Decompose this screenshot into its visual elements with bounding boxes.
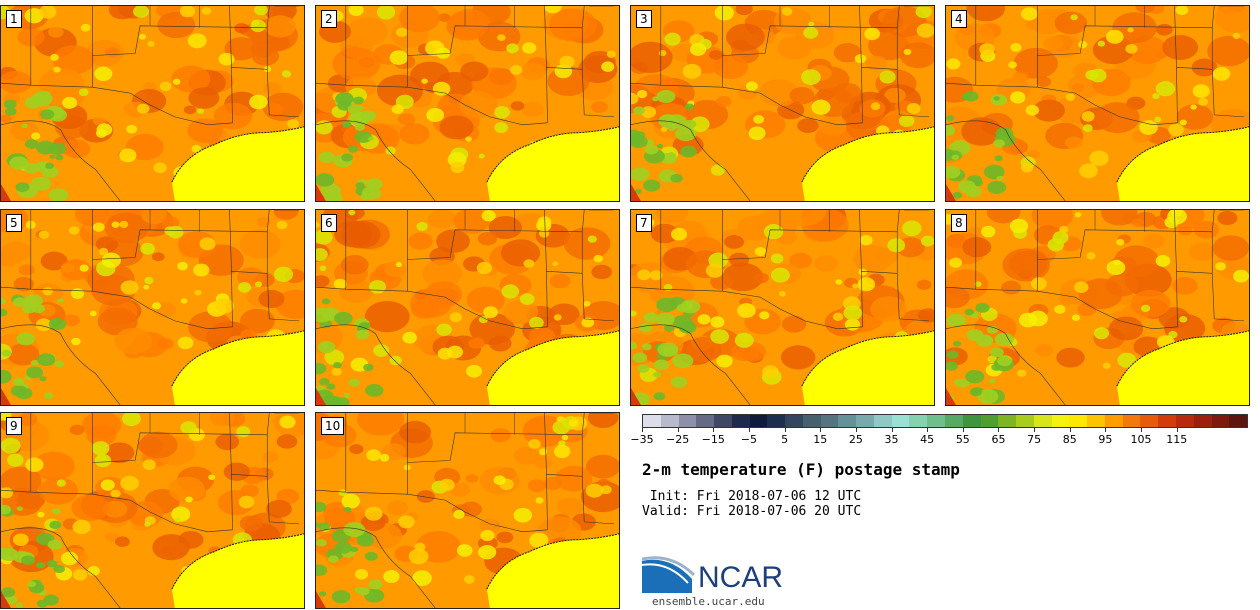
colorbar-segment	[1193, 415, 1212, 427]
member-number-label: 3	[636, 10, 652, 28]
colorbar-segment	[1104, 415, 1123, 427]
colorbar-segment	[643, 415, 661, 427]
colorbar-tick	[820, 428, 822, 432]
colorbar-tick-label: 95	[1098, 433, 1113, 446]
colorbar-tick	[998, 428, 1000, 432]
colorbar-tick-label: −15	[701, 433, 725, 446]
colorbar-segment	[1033, 415, 1052, 427]
colorbar-segment	[962, 415, 981, 427]
colorbar-segment	[909, 415, 928, 427]
colorbar-tick-label: 75	[1027, 433, 1042, 446]
ensemble-member-panel: 7	[630, 209, 935, 406]
colorbar-segment	[1175, 415, 1194, 427]
colorbar-tick-label: 105	[1130, 433, 1152, 446]
colorbar-segment	[731, 415, 750, 427]
colorbar-tick	[891, 428, 893, 432]
colorbar-tick	[1034, 428, 1036, 432]
ensemble-member-panel: 8	[945, 209, 1250, 406]
colorbar-tick-label: 25	[848, 433, 863, 446]
colorbar-segment	[873, 415, 892, 427]
colorbar-segment	[891, 415, 910, 427]
colorbar-tick-label: 5	[781, 433, 789, 446]
colorbar-tick	[1176, 428, 1178, 432]
plot-title: 2-m temperature (F) postage stamp	[642, 460, 960, 479]
colorbar-tick	[748, 428, 750, 432]
member-number-label: 2	[321, 10, 337, 28]
colorbar-segment	[802, 415, 821, 427]
colorbar-tick-label: −5	[740, 433, 758, 446]
colorbar-segment	[820, 415, 839, 427]
member-number-label: 7	[636, 214, 652, 232]
member-number-label: 5	[6, 214, 22, 232]
member-number-label: 10	[321, 417, 345, 435]
colorbar-segment	[1229, 415, 1248, 427]
colorbar-tick-label: 45	[920, 433, 935, 446]
colorbar-segment	[1069, 415, 1088, 427]
colorbar-segment	[1051, 415, 1070, 427]
colorbar-tick-label: 15	[813, 433, 828, 446]
colorbar-tick-label: 35	[884, 433, 899, 446]
colorbar-tick	[784, 428, 786, 432]
colorbar-segment	[785, 415, 803, 427]
colorbar-tick-label: 85	[1062, 433, 1077, 446]
colorbar-tick	[927, 428, 929, 432]
ensemble-member-panel: 3	[630, 5, 935, 202]
ensemble-member-panel: 1	[0, 5, 305, 202]
ncar-logo-icon	[642, 556, 696, 593]
member-number-label: 8	[951, 214, 967, 232]
colorbar-segment	[945, 415, 963, 427]
colorbar-segment	[1122, 415, 1141, 427]
colorbar-segment	[714, 415, 732, 427]
ncar-logo-text: NCAR	[698, 561, 784, 594]
colorbar-segment	[856, 415, 874, 427]
ensemble-member-panel: 4	[945, 5, 1250, 202]
ensemble-member-panel: 10	[315, 412, 620, 609]
colorbar-tick	[1141, 428, 1143, 432]
member-number-label: 1	[6, 10, 22, 28]
colorbar-segment	[998, 415, 1017, 427]
colorbar-tick	[962, 428, 964, 432]
colorbar-tick-label: 65	[991, 433, 1006, 446]
colorbar-ticks: −35 −25 −15 −5 5 15 25 35 45 55 65 75 85 95 105 115	[630, 428, 1248, 448]
colorbar-tick-label: 115	[1166, 433, 1188, 446]
colorbar-tick	[1069, 428, 1071, 432]
colorbar-tick-label: 55	[955, 433, 970, 446]
colorbar-segment	[1140, 415, 1159, 427]
colorbar-segment	[1087, 415, 1105, 427]
colorbar-segment	[1158, 415, 1176, 427]
ensemble-member-panel: 5	[0, 209, 305, 406]
colorbar-segment	[927, 415, 946, 427]
colorbar-segment	[678, 415, 697, 427]
colorbar-segment	[1211, 415, 1230, 427]
colorbar-tick-label: −35	[630, 433, 654, 446]
colorbar-tick	[1105, 428, 1107, 432]
colorbar-segment	[749, 415, 768, 427]
colorbar-tick	[855, 428, 857, 432]
temperature-colorbar	[642, 414, 1248, 428]
ensemble-member-panel: 9	[0, 412, 305, 609]
member-number-label: 9	[6, 417, 22, 435]
colorbar-segment	[660, 415, 679, 427]
member-number-label: 4	[951, 10, 967, 28]
site-url: ensemble.ucar.edu	[652, 595, 765, 608]
colorbar-tick	[713, 428, 715, 432]
ensemble-member-panel: 2	[315, 5, 620, 202]
colorbar-segment	[696, 415, 715, 427]
valid-time: Valid: Fri 2018-07-06 20 UTC	[642, 504, 862, 519]
init-time: Init: Fri 2018-07-06 12 UTC	[642, 489, 862, 504]
member-number-label: 6	[321, 214, 337, 232]
colorbar-segment	[1016, 415, 1034, 427]
colorbar-tick-label: −25	[666, 433, 690, 446]
colorbar-tick	[642, 428, 643, 432]
ensemble-member-panel: 6	[315, 209, 620, 406]
colorbar-segment	[767, 415, 786, 427]
colorbar-tick	[677, 428, 679, 432]
colorbar-segment	[838, 415, 857, 427]
colorbar-segment	[980, 415, 999, 427]
